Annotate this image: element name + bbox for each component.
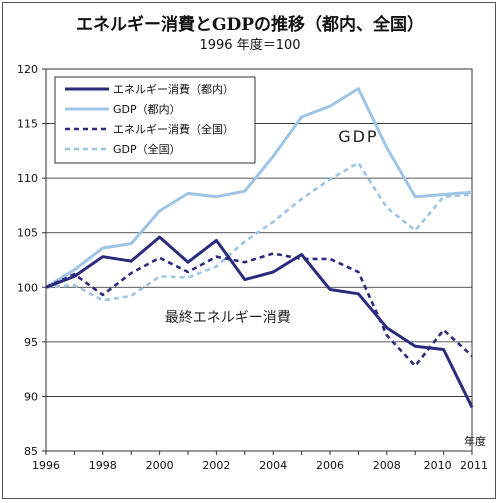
y-tick-label-100: 100 — [17, 281, 38, 294]
x-tick-label-2008: 2008 — [373, 459, 401, 472]
series-line-3 — [45, 252, 473, 368]
series-line-4 — [45, 161, 473, 302]
annotation-gdp: GDP — [338, 127, 378, 146]
x-tick-label-2004: 2004 — [259, 459, 287, 472]
x-tick-label-2002: 2002 — [202, 459, 230, 472]
legend-label-3: エネルギー消費（全国） — [113, 122, 234, 136]
y-tick-label-105: 105 — [17, 227, 38, 240]
x-tick-label-1998: 1998 — [89, 459, 117, 472]
y-tick-label-115: 115 — [17, 118, 38, 131]
y-tick-label-90: 90 — [24, 390, 38, 403]
x-axis-label: 年度 — [464, 434, 486, 448]
x-tick-label-2000: 2000 — [146, 459, 174, 472]
y-tick-label-95: 95 — [24, 336, 38, 349]
annotation-energy: 最終エネルギー消費 — [165, 310, 291, 326]
x-tick-label-2011: 2011 — [460, 459, 488, 472]
x-tick-label-2006: 2006 — [316, 459, 344, 472]
series-line-2 — [45, 87, 473, 289]
legend-label-1: エネルギー消費（都内） — [113, 82, 234, 96]
x-tick-label-2010: 2010 — [424, 459, 452, 472]
legend-label-4: GDP（全国） — [113, 142, 181, 156]
y-tick-label-110: 110 — [17, 172, 38, 185]
legend-box — [54, 76, 256, 164]
chart-subtitle: 1996 年度＝100 — [199, 38, 301, 53]
x-tick-label-1996: 1996 — [32, 459, 60, 472]
series-line-1 — [45, 235, 474, 408]
chart-title: エネルギー消費とGDPの推移（都内、全国） — [75, 15, 425, 35]
y-tick-label-120: 120 — [17, 63, 38, 76]
legend-label-2: GDP（都内） — [113, 102, 181, 116]
y-tick-label-85: 85 — [24, 445, 38, 458]
